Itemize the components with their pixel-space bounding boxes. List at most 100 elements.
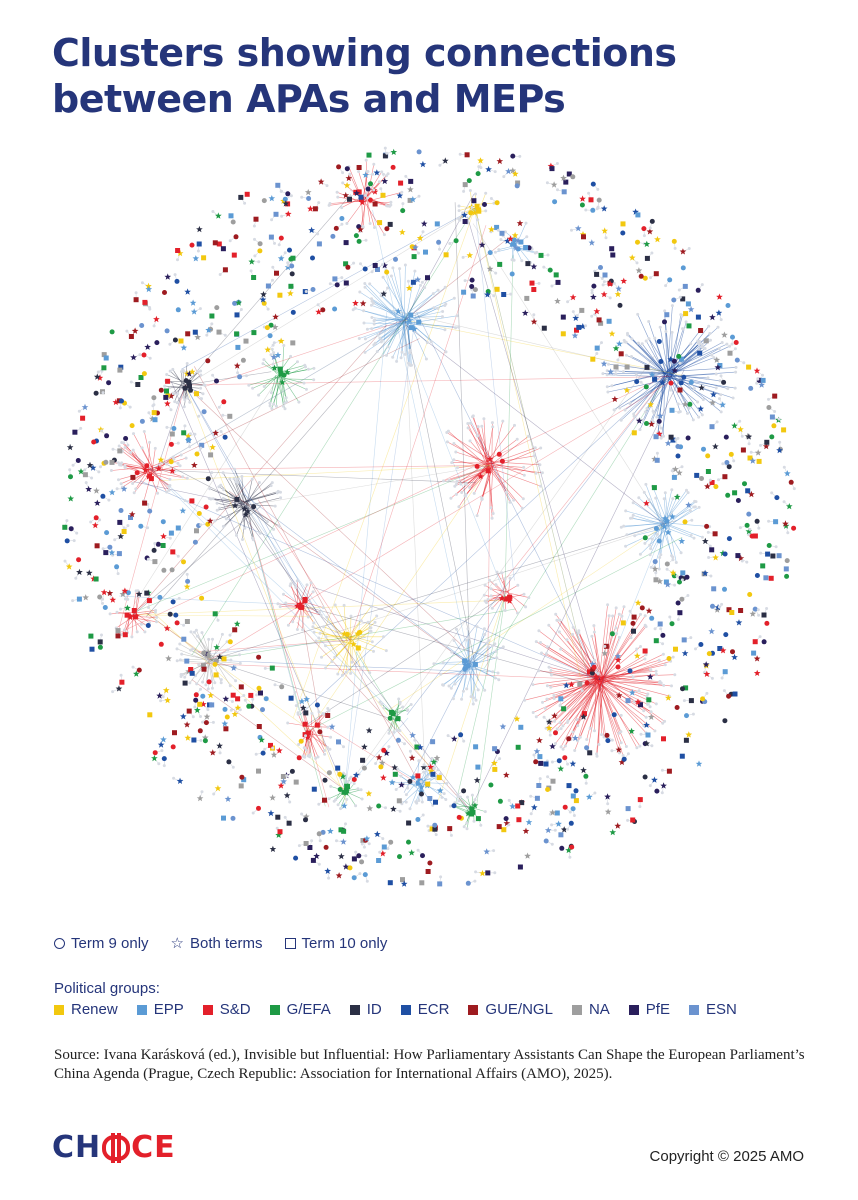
network-node: [193, 432, 197, 436]
network-node: [562, 755, 568, 761]
network-edge: [385, 270, 406, 321]
network-edge: [132, 468, 151, 484]
network-edge: [111, 467, 147, 471]
network-node: [720, 676, 724, 680]
network-edge: [473, 645, 493, 662]
network-node: [660, 791, 664, 795]
network-node: [652, 411, 656, 415]
network-node: [465, 638, 469, 642]
network-node: [241, 505, 248, 512]
network-node: [397, 854, 402, 860]
network-node: [664, 439, 672, 447]
network-node: [604, 732, 610, 738]
network-node: [608, 296, 612, 300]
network-node: [484, 291, 491, 298]
network-node: [562, 804, 568, 810]
network-node: [273, 504, 277, 508]
group-label: G/EFA: [286, 1001, 331, 1018]
network-node: [168, 441, 174, 447]
network-node: [499, 238, 503, 241]
network-node: [620, 620, 626, 626]
network-node: [674, 561, 678, 564]
network-node: [706, 530, 710, 534]
network-node: [645, 732, 651, 738]
network-edge: [149, 316, 411, 471]
network-node: [219, 430, 223, 433]
network-edge: [671, 332, 673, 372]
network-node: [505, 490, 508, 494]
network-node: [452, 442, 456, 445]
network-edge: [361, 181, 380, 203]
network-node: [326, 707, 330, 710]
network-node: [236, 371, 240, 375]
network-node: [545, 697, 549, 701]
network-node: [234, 496, 240, 502]
network-node: [357, 337, 361, 340]
network-node: [172, 730, 177, 736]
network-node: [117, 367, 123, 373]
network-node: [516, 611, 519, 615]
network-node: [489, 594, 493, 598]
network-edge: [665, 331, 670, 375]
network-edge: [471, 664, 477, 701]
network-node: [733, 386, 737, 390]
network-node: [347, 196, 352, 202]
network-node: [444, 644, 448, 648]
network-node: [646, 673, 654, 680]
network-node: [670, 304, 674, 308]
network-node: [637, 496, 641, 500]
network-node: [272, 341, 276, 345]
network-node: [699, 476, 704, 481]
network-node: [138, 375, 144, 380]
network-node: [140, 281, 144, 285]
network-node: [358, 194, 364, 200]
network-node: [367, 197, 373, 203]
network-node: [257, 393, 261, 397]
network-node: [441, 310, 445, 313]
network-node: [378, 759, 386, 766]
network-node: [778, 440, 782, 444]
network-node: [575, 718, 579, 722]
network-node: [719, 410, 723, 414]
network-node: [597, 743, 601, 746]
network-edge: [144, 611, 311, 731]
network-edge: [668, 330, 701, 372]
network-edge: [508, 592, 529, 598]
network-node: [784, 558, 790, 564]
network-node: [663, 491, 667, 495]
network-node: [704, 483, 711, 490]
network-node: [278, 605, 282, 609]
network-edge: [209, 608, 516, 661]
network-edge: [474, 207, 586, 666]
network-node: [389, 203, 393, 207]
network-node: [612, 344, 620, 352]
network-node: [683, 737, 689, 743]
network-node: [282, 200, 290, 207]
network-node: [470, 205, 474, 209]
network-node: [277, 782, 285, 789]
network-node: [476, 425, 480, 429]
network-node: [183, 499, 187, 502]
network-node: [373, 341, 377, 345]
network-node: [132, 491, 136, 495]
network-node: [386, 172, 390, 176]
network-node: [370, 640, 374, 644]
network-edge: [258, 372, 281, 396]
network-node: [388, 779, 396, 786]
network-edge: [483, 418, 487, 463]
network-node: [747, 455, 753, 461]
network-node: [364, 854, 368, 858]
network-node: [160, 736, 167, 743]
network-node: [96, 374, 104, 381]
network-node: [178, 642, 182, 646]
network-node: [320, 655, 323, 659]
network-node: [382, 153, 388, 159]
network-edge: [242, 493, 471, 666]
network-node: [494, 200, 500, 206]
network-node: [373, 169, 381, 176]
network-node: [289, 271, 295, 277]
network-node: [407, 361, 410, 365]
network-node: [752, 533, 758, 539]
network-node: [768, 575, 774, 581]
network-node: [748, 490, 755, 498]
